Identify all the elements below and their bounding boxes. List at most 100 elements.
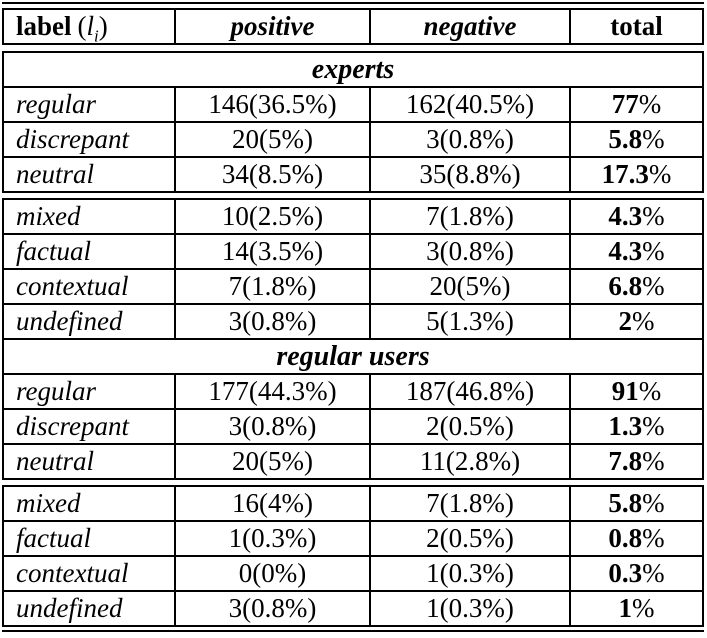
total-cell: 6.8% [571, 270, 702, 303]
top-rule [2, 2, 704, 4]
positive-cell: 10(2.5%) [176, 200, 371, 233]
positive-cell: 7(1.8%) [176, 270, 371, 303]
negative-cell: 1(0.3%) [371, 592, 571, 625]
negative-cell: 5(1.3%) [371, 305, 571, 338]
table-row-users-mixed: mixed 16(4%) 7(1.8%) 5.8% [4, 487, 702, 522]
positive-cell: 14(3.5%) [176, 235, 371, 268]
negative-cell: 11(2.8%) [371, 445, 571, 478]
total-cell: 5.8% [571, 123, 702, 156]
percent-sign: % [632, 593, 655, 623]
table-row-experts-mixed: mixed 10(2.5%) 7(1.8%) 4.3% [4, 200, 702, 235]
percent-sign: % [642, 446, 665, 476]
positive-cell: 177(44.3%) [176, 375, 371, 408]
label-cell: factual [4, 522, 176, 555]
percent-sign: % [642, 488, 665, 518]
positive-cell: 3(0.8%) [176, 305, 371, 338]
header-row: label (li) positive negative total [4, 10, 702, 43]
math-close-paren: ) [98, 11, 108, 41]
total-value: 17.3 [601, 159, 649, 189]
table-row-experts-discrepant: discrepant 20(5%) 3(0.8%) 5.8% [4, 123, 702, 158]
percent-sign: % [642, 236, 665, 266]
label-cell: mixed [4, 200, 176, 233]
total-value: 0.3 [608, 558, 643, 588]
label-cell: neutral [4, 158, 176, 191]
total-value: 5.8 [608, 488, 643, 518]
positive-cell: 16(4%) [176, 487, 371, 520]
total-value: 7.8 [608, 446, 643, 476]
label-cell: discrepant [4, 410, 176, 443]
negative-cell: 7(1.8%) [371, 487, 571, 520]
table-row-experts-regular: regular 146(36.5%) 162(40.5%) 77% [4, 88, 702, 123]
section-header-experts: experts [4, 53, 702, 88]
total-cell: 91% [571, 375, 702, 408]
table-row-experts-neutral: neutral 34(8.5%) 35(8.8%) 17.3% [4, 158, 702, 191]
bottom-rule [2, 630, 704, 632]
positive-cell: 20(5%) [176, 123, 371, 156]
label-cell: mixed [4, 487, 176, 520]
header-label-bold: label [16, 11, 72, 41]
section-header-regular-users: regular users [4, 340, 702, 375]
percent-sign: % [642, 411, 665, 441]
total-cell: 7.8% [571, 445, 702, 478]
table-row-experts-contextual: contextual 7(1.8%) 20(5%) 6.8% [4, 270, 702, 305]
total-cell: 4.3% [571, 200, 702, 233]
total-value: 4.3 [608, 236, 643, 266]
math-open-paren: ( [77, 11, 87, 41]
total-cell: 5.8% [571, 487, 702, 520]
label-cell: factual [4, 235, 176, 268]
header-negative-cell: negative [371, 10, 571, 43]
total-value: 6.8 [608, 271, 643, 301]
experts-group1-box: experts regular 146(36.5%) 162(40.5%) 77… [2, 51, 704, 193]
total-value: 1 [618, 593, 633, 623]
label-cell: contextual [4, 270, 176, 303]
total-cell: 77% [571, 88, 702, 121]
label-cell: undefined [4, 592, 176, 625]
total-cell: 0.8% [571, 522, 702, 555]
header-box: label (li) positive negative total [2, 8, 704, 45]
users-group2-box: mixed 16(4%) 7(1.8%) 5.8% factual 1(0.3%… [2, 485, 704, 627]
label-cell: undefined [4, 305, 176, 338]
positive-cell: 146(36.5%) [176, 88, 371, 121]
total-cell: 1.3% [571, 410, 702, 443]
negative-cell: 7(1.8%) [371, 200, 571, 233]
table-row-users-factual: factual 1(0.3%) 2(0.5%) 0.8% [4, 522, 702, 557]
total-value: 0.8 [608, 523, 643, 553]
negative-cell: 3(0.8%) [371, 123, 571, 156]
table-row-users-undefined: undefined 3(0.8%) 1(0.3%) 1% [4, 592, 702, 625]
negative-cell: 35(8.8%) [371, 158, 571, 191]
table-row-users-regular: regular 177(44.3%) 187(46.8%) 91% [4, 375, 702, 410]
label-cell: regular [4, 88, 176, 121]
header-label-cell: label (li) [4, 10, 176, 43]
percent-sign: % [642, 523, 665, 553]
total-value: 77 [611, 89, 639, 119]
total-cell: 17.3% [571, 158, 702, 191]
positive-cell: 3(0.8%) [176, 592, 371, 625]
math-subscript: i [94, 26, 99, 43]
table-row-experts-factual: factual 14(3.5%) 3(0.8%) 4.3% [4, 235, 702, 270]
negative-cell: 20(5%) [371, 270, 571, 303]
total-value: 91 [611, 376, 639, 406]
positive-cell: 0(0%) [176, 557, 371, 590]
negative-cell: 2(0.5%) [371, 522, 571, 555]
percent-sign: % [632, 306, 655, 336]
percent-sign: % [648, 159, 672, 189]
total-value: 1.3 [608, 411, 643, 441]
math-variable: l [86, 11, 95, 41]
percent-sign: % [642, 271, 665, 301]
percent-sign: % [642, 201, 665, 231]
total-value: 2 [618, 306, 633, 336]
table-row-users-discrepant: discrepant 3(0.8%) 2(0.5%) 1.3% [4, 410, 702, 445]
negative-cell: 187(46.8%) [371, 375, 571, 408]
total-cell: 2% [571, 305, 702, 338]
middle-box: mixed 10(2.5%) 7(1.8%) 4.3% factual 14(3… [2, 198, 704, 480]
header-label-math: (li) [77, 11, 108, 43]
label-cell: neutral [4, 445, 176, 478]
percent-sign: % [638, 376, 662, 406]
label-cell: contextual [4, 557, 176, 590]
table-row-users-neutral: neutral 20(5%) 11(2.8%) 7.8% [4, 445, 702, 478]
negative-cell: 3(0.8%) [371, 235, 571, 268]
positive-cell: 3(0.8%) [176, 410, 371, 443]
percent-sign: % [642, 124, 665, 154]
header-positive-cell: positive [176, 10, 371, 43]
